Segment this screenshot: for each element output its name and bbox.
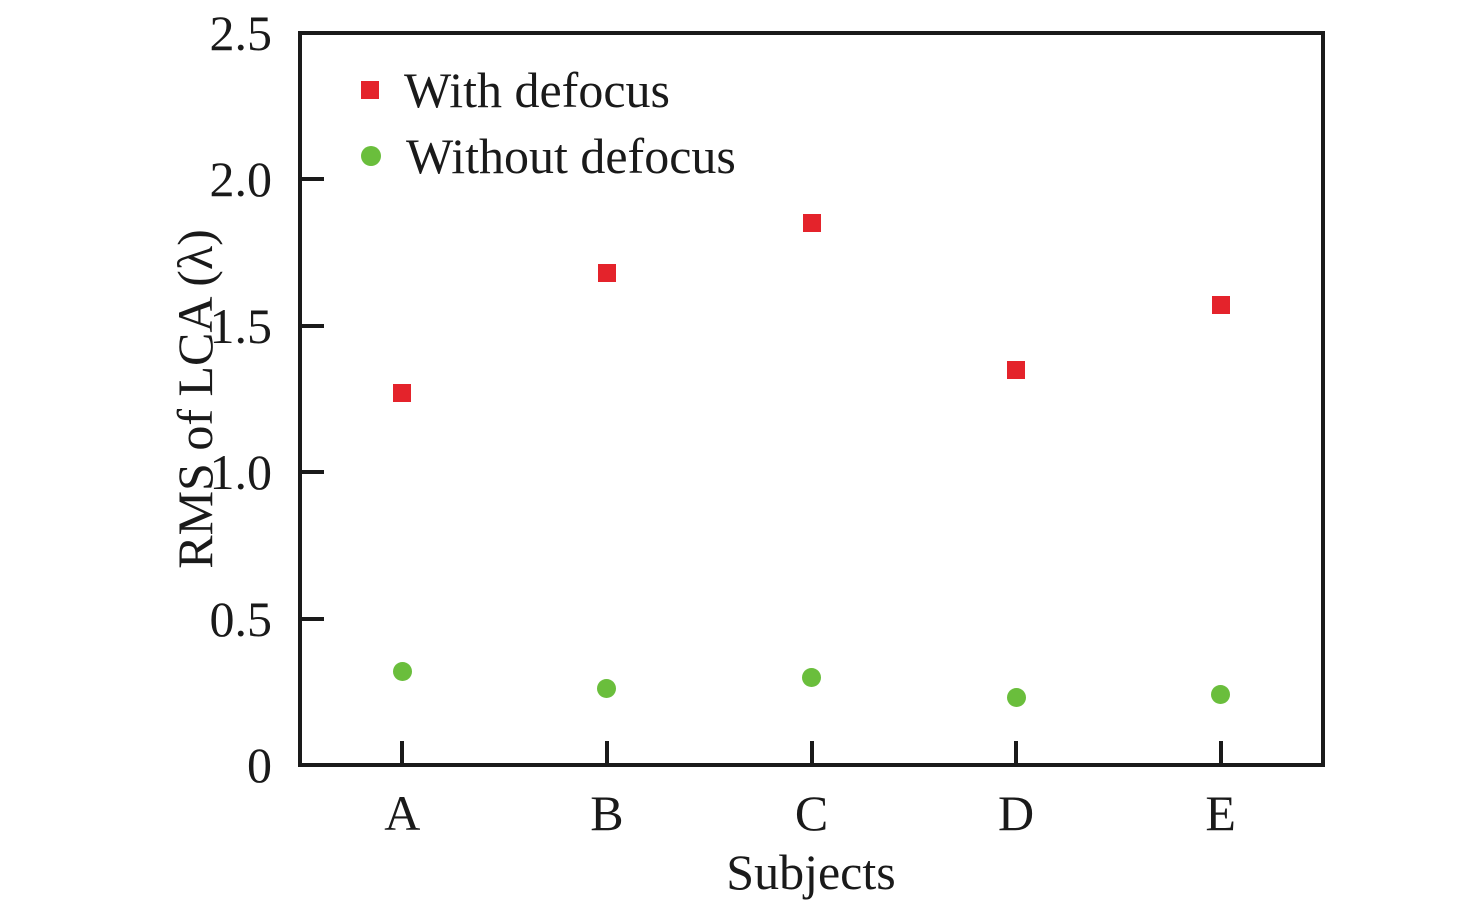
legend-item-with-defocus: With defocus [361,57,736,123]
y-tick-label: 2.0 [209,151,273,208]
plot-area: With defocus Without defocus [298,31,1325,767]
y-tick-label: 1.0 [209,444,273,501]
data-point-square-A [393,384,412,403]
data-point-circle-C [802,667,821,687]
x-tick-label: D [998,785,1035,841]
data-point-square-C [802,214,821,233]
data-point-circle-D [1006,688,1026,708]
x-tick-label: C [794,785,829,841]
y-tick-label: 1.5 [209,297,273,354]
x-tick-label: A [384,785,421,841]
x-tick [400,741,405,763]
y-tick-label: 0 [247,737,272,793]
x-axis-title: Subjects [726,844,896,900]
y-tick [302,177,324,182]
y-tick-label: 0.5 [209,590,273,647]
data-point-circle-E [1211,685,1231,705]
y-tick [302,470,324,475]
legend-item-without-defocus: Without defocus [361,123,736,189]
x-tick-label: E [1205,785,1236,841]
x-tick [604,741,609,763]
circle-marker-icon [361,146,381,166]
x-tick [1014,741,1019,763]
y-tick-label: 2.5 [209,5,273,61]
data-point-circle-A [392,661,412,681]
y-tick [302,616,324,621]
legend-label-without-defocus: Without defocus [406,128,736,184]
data-point-square-D [1007,360,1026,379]
x-tick [1218,741,1223,763]
square-marker-icon [361,81,379,99]
x-tick-label: B [590,785,624,841]
x-tick [809,741,814,763]
data-point-square-E [1211,296,1230,315]
y-axis-title: RMS of LCA (λ) [167,229,223,569]
legend: With defocus Without defocus [361,57,736,189]
data-point-circle-B [597,679,617,699]
data-point-square-B [597,264,616,283]
legend-label-with-defocus: With defocus [404,62,670,118]
y-tick [302,323,324,328]
